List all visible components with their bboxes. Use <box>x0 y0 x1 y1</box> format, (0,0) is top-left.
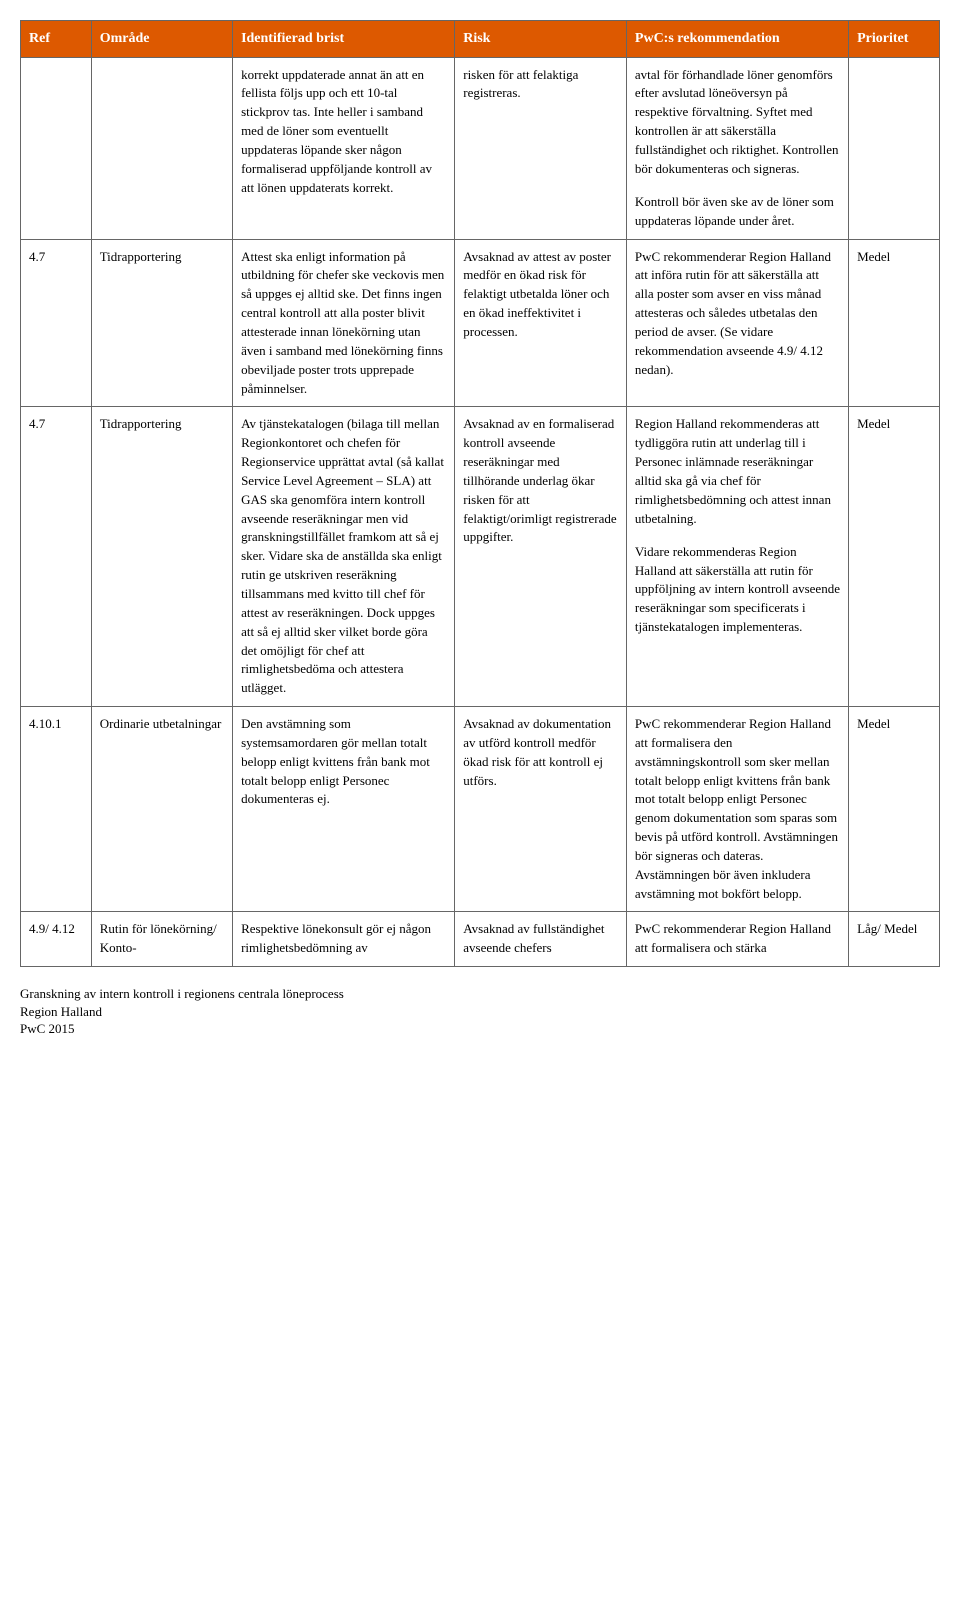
cell-risk: Avsaknad av fullständighet avseende chef… <box>455 912 627 967</box>
cell-risk: risken för att felaktiga registreras. <box>455 57 627 239</box>
rek-para-2: Kontroll bör även ske av de löner som up… <box>635 193 840 231</box>
cell-prio: Medel <box>849 707 940 912</box>
cell-rek: Region Halland rekommenderas att tydligg… <box>626 407 848 707</box>
cell-risk: Avsaknad av attest av poster medför en ö… <box>455 239 627 407</box>
cell-omrade: Tidrapportering <box>91 407 232 707</box>
cell-ref <box>21 57 92 239</box>
cell-brist: Den avstämning som systemsamordaren gör … <box>233 707 455 912</box>
col-header-ref: Ref <box>21 21 92 58</box>
cell-rek: PwC rekommenderar Region Halland att for… <box>626 912 848 967</box>
cell-brist: korrekt uppdaterade annat än att en fell… <box>233 57 455 239</box>
rek-para-1: avtal för förhandlade löner genomförs ef… <box>635 66 840 179</box>
findings-table: Ref Område Identifierad brist Risk PwC:s… <box>20 20 940 967</box>
page-footer: Granskning av intern kontroll i regionen… <box>20 985 940 1038</box>
cell-omrade: Rutin för lönekörning/ Konto- <box>91 912 232 967</box>
rek-para-1: Region Halland rekommenderas att tydligg… <box>635 415 840 528</box>
cell-omrade: Tidrapportering <box>91 239 232 407</box>
cell-risk: Avsaknad av en formaliserad kontroll avs… <box>455 407 627 707</box>
col-header-rek: PwC:s rekommendation <box>626 21 848 58</box>
table-row: 4.7 Tidrapportering Attest ska enligt in… <box>21 239 940 407</box>
cell-prio: Medel <box>849 407 940 707</box>
cell-brist: Attest ska enligt information på utbildn… <box>233 239 455 407</box>
cell-omrade: Ordinarie utbetalningar <box>91 707 232 912</box>
cell-brist: Respektive lönekonsult gör ej någon riml… <box>233 912 455 967</box>
table-row: 4.10.1 Ordinarie utbetalningar Den avstä… <box>21 707 940 912</box>
footer-org: Region Halland <box>20 1003 940 1021</box>
col-header-brist: Identifierad brist <box>233 21 455 58</box>
col-header-omrade: Område <box>91 21 232 58</box>
cell-omrade <box>91 57 232 239</box>
cell-rek: avtal för förhandlade löner genomförs ef… <box>626 57 848 239</box>
table-row: 4.7 Tidrapportering Av tjänstekatalogen … <box>21 407 940 707</box>
footer-source: PwC 2015 <box>20 1020 940 1038</box>
table-row: korrekt uppdaterade annat än att en fell… <box>21 57 940 239</box>
cell-rek: PwC rekommenderar Region Halland att for… <box>626 707 848 912</box>
cell-ref: 4.10.1 <box>21 707 92 912</box>
table-header-row: Ref Område Identifierad brist Risk PwC:s… <box>21 21 940 58</box>
cell-rek: PwC rekommenderar Region Halland att inf… <box>626 239 848 407</box>
cell-risk: Avsaknad av dokumentation av utförd kont… <box>455 707 627 912</box>
table-row: 4.9/ 4.12 Rutin för lönekörning/ Konto- … <box>21 912 940 967</box>
col-header-risk: Risk <box>455 21 627 58</box>
cell-prio <box>849 57 940 239</box>
cell-ref: 4.7 <box>21 239 92 407</box>
rek-para-2: Vidare rekommenderas Region Halland att … <box>635 543 840 637</box>
col-header-prio: Prioritet <box>849 21 940 58</box>
cell-ref: 4.9/ 4.12 <box>21 912 92 967</box>
footer-title: Granskning av intern kontroll i regionen… <box>20 985 940 1003</box>
cell-ref: 4.7 <box>21 407 92 707</box>
cell-brist: Av tjänstekatalogen (bilaga till mellan … <box>233 407 455 707</box>
cell-prio: Låg/ Medel <box>849 912 940 967</box>
cell-prio: Medel <box>849 239 940 407</box>
